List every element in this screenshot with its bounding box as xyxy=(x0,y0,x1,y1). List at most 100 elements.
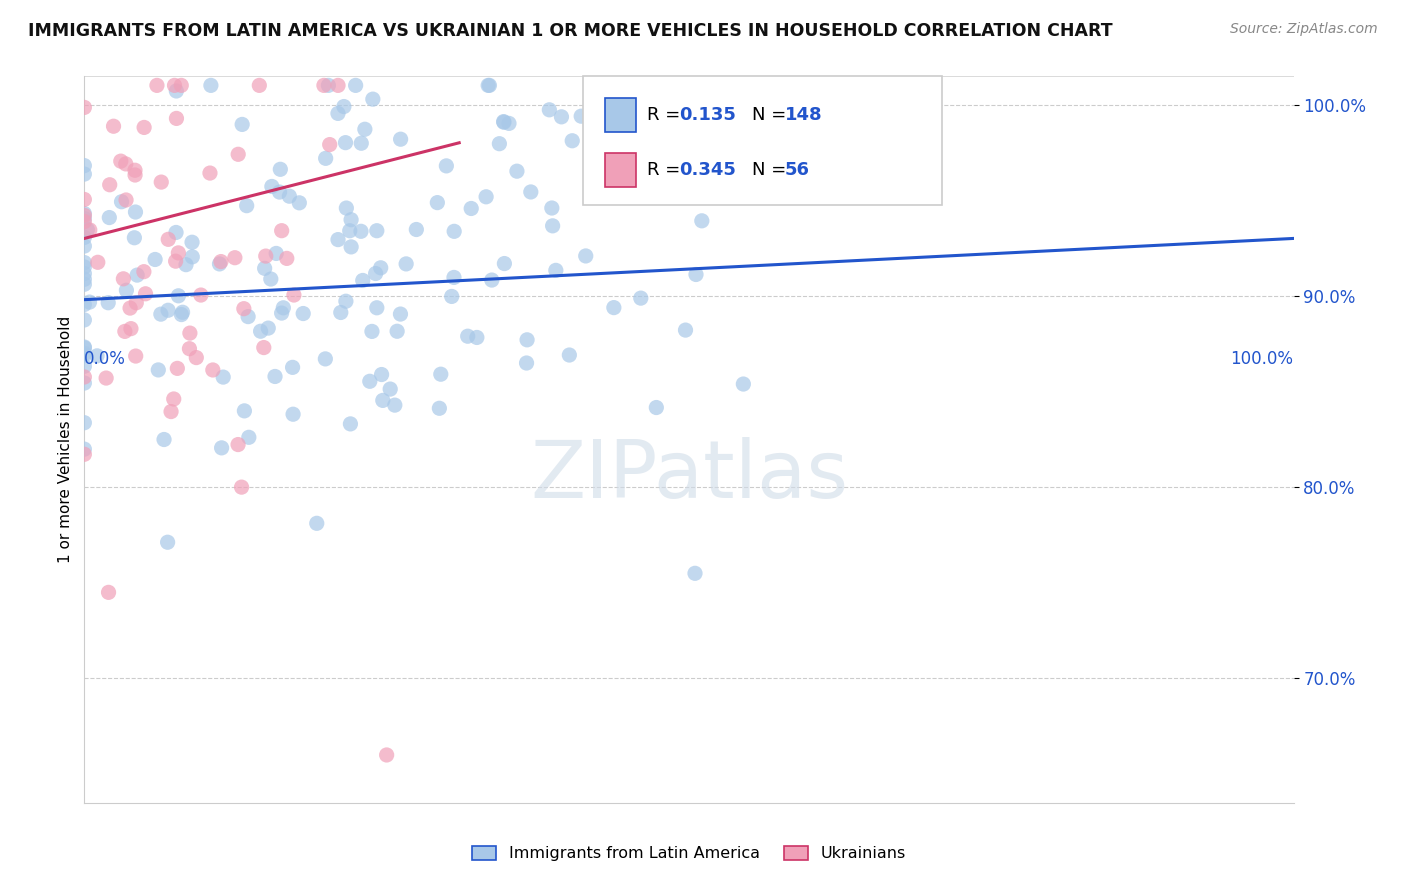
Text: N =: N = xyxy=(752,161,792,179)
Point xyxy=(318,78,340,93)
Point xyxy=(190,288,212,302)
Point xyxy=(352,273,374,287)
Point xyxy=(232,301,254,316)
Point xyxy=(181,250,204,264)
Point xyxy=(97,585,120,599)
Point xyxy=(115,283,138,297)
Point xyxy=(541,219,564,233)
Point xyxy=(247,78,270,93)
Point xyxy=(440,289,463,303)
Point xyxy=(73,376,96,390)
Point xyxy=(569,109,592,123)
Point xyxy=(264,246,287,260)
Point xyxy=(434,159,457,173)
Point xyxy=(73,159,96,173)
Point xyxy=(488,136,510,151)
Point xyxy=(86,349,108,363)
Point xyxy=(149,307,172,321)
Point xyxy=(318,137,340,152)
Point xyxy=(120,301,142,315)
Point xyxy=(494,256,516,270)
Point xyxy=(540,201,562,215)
Point xyxy=(233,404,256,418)
Point xyxy=(125,295,148,310)
Point xyxy=(73,230,96,244)
Point xyxy=(211,441,233,455)
Point xyxy=(516,333,538,347)
Point xyxy=(224,251,246,265)
Text: ZIPatlas: ZIPatlas xyxy=(530,437,848,515)
Point xyxy=(733,377,755,392)
Point xyxy=(292,306,315,320)
Point xyxy=(364,267,387,281)
Point xyxy=(492,114,515,128)
Point xyxy=(231,117,253,131)
Point xyxy=(645,401,668,415)
Point xyxy=(209,254,232,268)
Point xyxy=(157,303,180,318)
Point xyxy=(443,224,465,238)
Point xyxy=(269,162,291,177)
Point xyxy=(269,185,291,199)
Point xyxy=(167,246,190,260)
Point xyxy=(114,157,136,171)
Y-axis label: 1 or more Vehicles in Household: 1 or more Vehicles in Household xyxy=(58,316,73,563)
Point xyxy=(340,240,363,254)
Text: Source: ZipAtlas.com: Source: ZipAtlas.com xyxy=(1230,22,1378,37)
Point xyxy=(134,120,156,135)
Point xyxy=(236,310,259,324)
Point xyxy=(395,257,418,271)
Point xyxy=(281,360,304,375)
Point xyxy=(201,363,224,377)
Point xyxy=(249,324,271,338)
Text: 56: 56 xyxy=(785,161,810,179)
Point xyxy=(235,199,257,213)
Point xyxy=(283,288,305,302)
Point xyxy=(270,224,292,238)
Point xyxy=(120,321,142,335)
Point xyxy=(350,136,373,151)
Point xyxy=(73,267,96,281)
Point xyxy=(384,398,406,412)
Point xyxy=(257,321,280,335)
Point xyxy=(198,166,221,180)
Point xyxy=(683,566,706,581)
Point xyxy=(146,78,169,93)
Point xyxy=(132,265,155,279)
Point xyxy=(538,103,561,117)
Point xyxy=(335,201,357,215)
Point xyxy=(329,305,352,319)
Point xyxy=(366,301,388,315)
Point xyxy=(253,341,276,355)
Point xyxy=(305,516,328,531)
Point xyxy=(79,223,101,237)
Point xyxy=(208,257,231,271)
Point xyxy=(478,78,501,93)
Point xyxy=(475,190,498,204)
Point xyxy=(179,342,201,356)
Point xyxy=(238,430,260,444)
Point xyxy=(73,370,96,384)
Point xyxy=(212,370,235,384)
Point xyxy=(575,249,598,263)
Legend: Immigrants from Latin America, Ukrainians: Immigrants from Latin America, Ukrainian… xyxy=(465,839,912,868)
Point xyxy=(366,224,388,238)
Point xyxy=(276,252,298,266)
Text: 100.0%: 100.0% xyxy=(1230,350,1294,368)
Point xyxy=(124,205,146,219)
Point xyxy=(371,393,394,408)
Point xyxy=(333,99,356,113)
Point xyxy=(254,249,277,263)
Point xyxy=(79,295,101,310)
Point xyxy=(160,404,183,418)
Point xyxy=(685,268,707,282)
Point xyxy=(326,78,349,93)
Point xyxy=(73,359,96,374)
Point xyxy=(278,189,301,203)
Point xyxy=(260,272,283,286)
Point xyxy=(98,211,121,225)
Point xyxy=(465,330,488,344)
Point xyxy=(73,272,96,286)
Text: N =: N = xyxy=(752,106,792,124)
Point xyxy=(226,147,249,161)
